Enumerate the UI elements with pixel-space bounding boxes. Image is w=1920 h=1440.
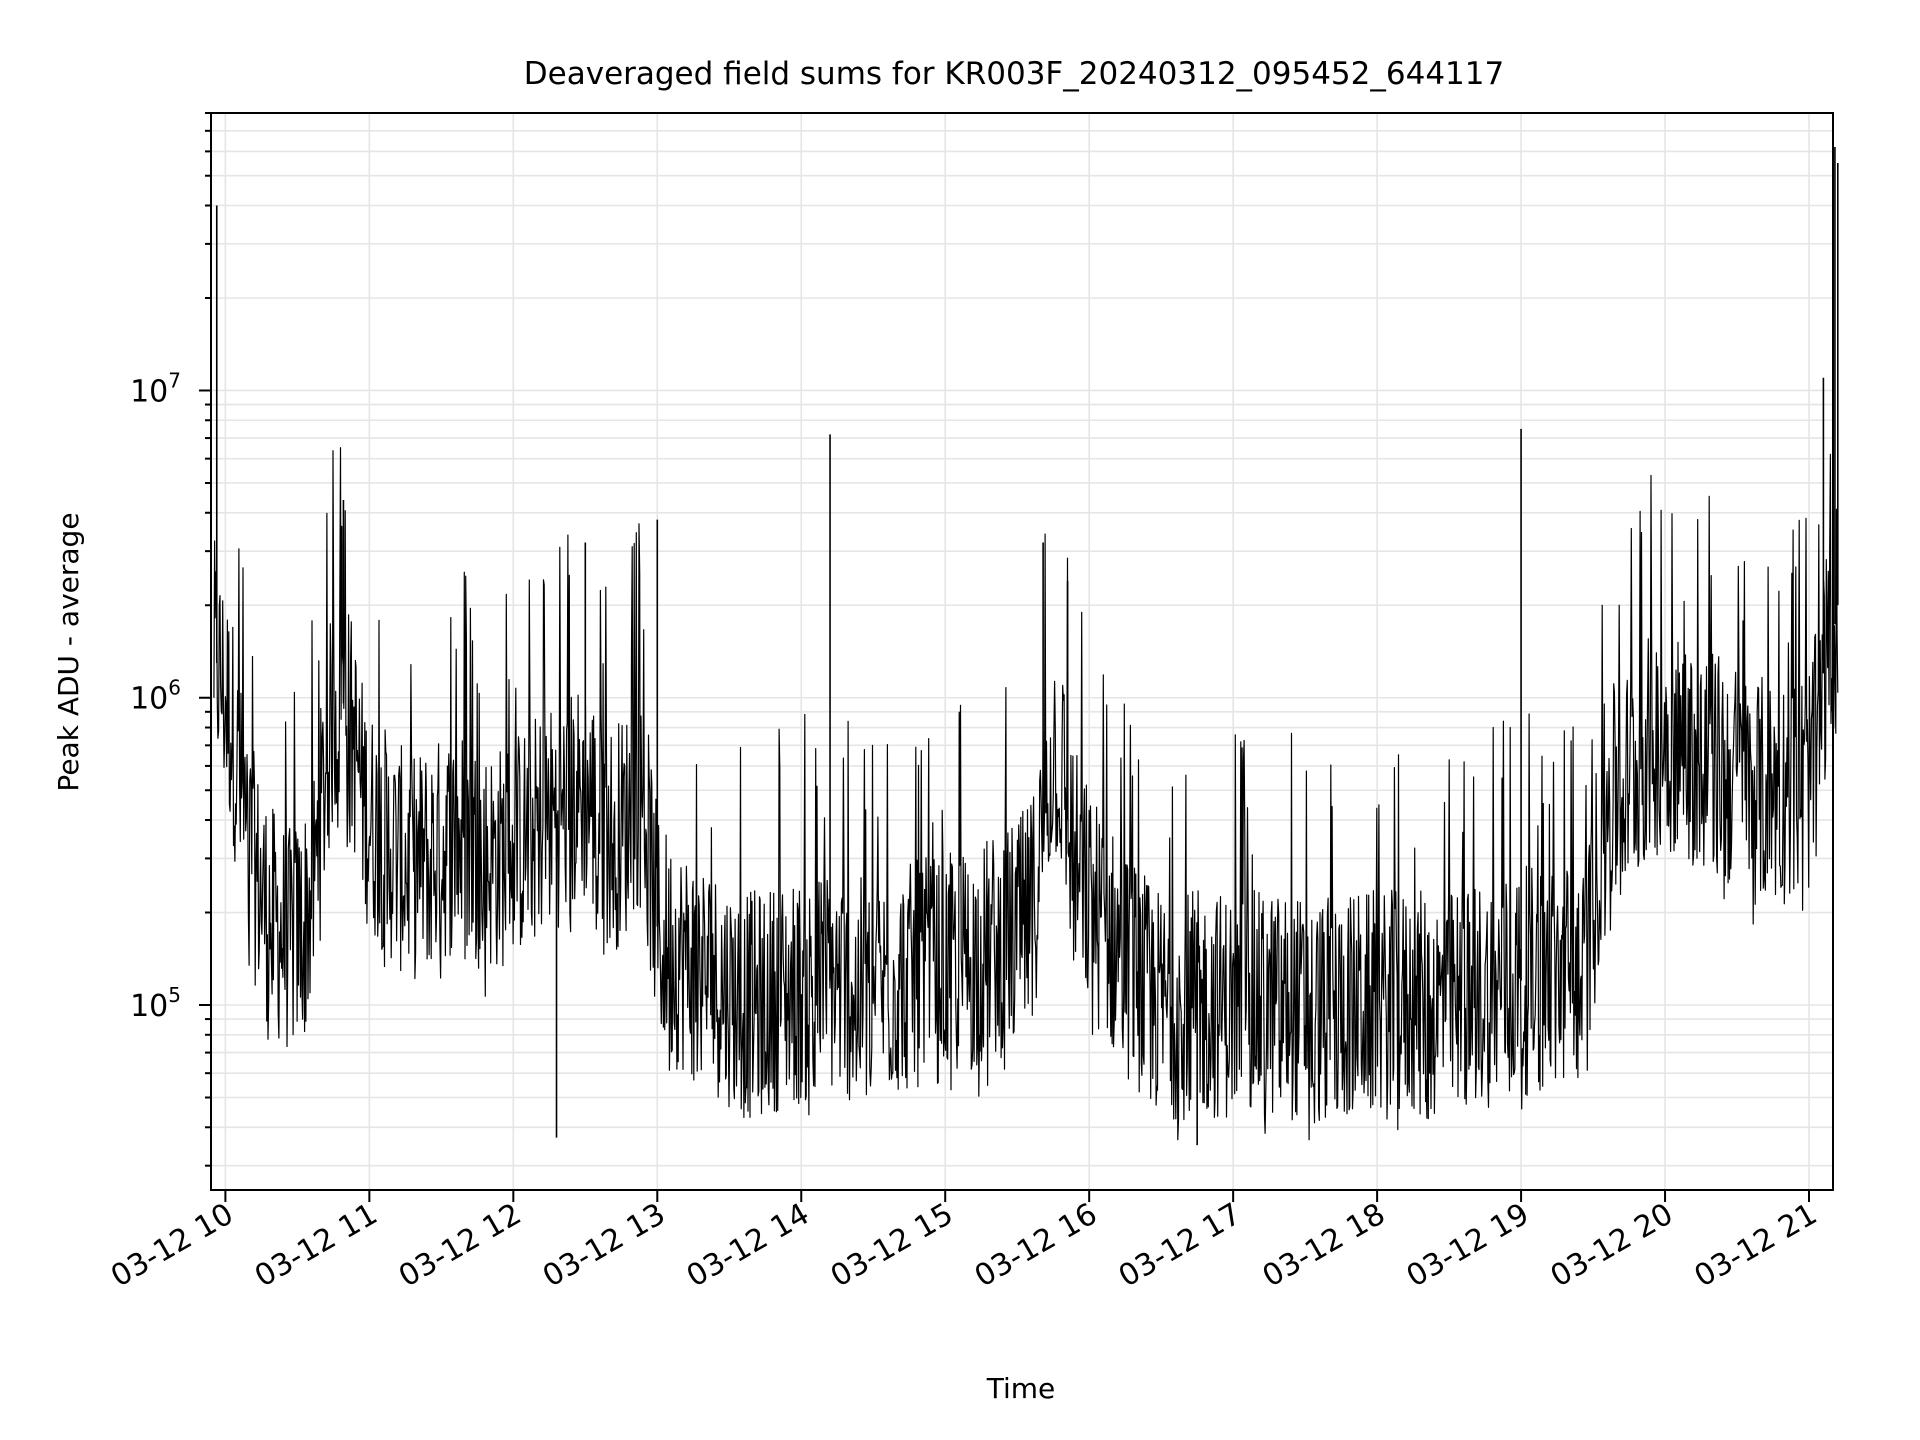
y-tick-label: 106	[130, 676, 181, 717]
x-tick-label: 03-12 16	[969, 1197, 1103, 1295]
x-tick-label: 03-12 14	[681, 1197, 815, 1295]
x-tick-label: 03-12 11	[249, 1197, 383, 1295]
chart-title: Deaveraged field sums for KR003F_2024031…	[524, 56, 1504, 92]
plot-layer	[213, 147, 1839, 1146]
x-tick-label: 03-12 15	[825, 1197, 959, 1295]
x-tick-label: 03-12 18	[1257, 1197, 1391, 1295]
x-tick-label: 03-12 12	[393, 1197, 527, 1295]
plot-frame	[210, 112, 1834, 1191]
y-tick-label: 105	[130, 983, 181, 1024]
x-tick-label: 03-12 21	[1689, 1197, 1823, 1295]
x-tick-layer: 03-12 10 03-12 11 03-12 12 03-12 13 03-12 14…	[105, 1190, 1823, 1294]
x-tick-label: 03-12 20	[1545, 1197, 1679, 1295]
x-tick-label: 03-12 17	[1113, 1197, 1247, 1295]
grid-layer	[211, 112, 1833, 1190]
x-tick-label: 03-12 10	[105, 1197, 239, 1295]
series-line	[213, 447, 1839, 1141]
x-axis-label: Time	[986, 1372, 1056, 1405]
y-tick-label: 107	[130, 368, 181, 409]
y-axis-label: Peak ADU - average	[52, 512, 85, 791]
x-tick-label: 03-12 13	[537, 1197, 671, 1295]
x-tick-label: 03-12 19	[1401, 1197, 1535, 1295]
y-tick-layer: 105 106 107	[130, 112, 211, 1167]
